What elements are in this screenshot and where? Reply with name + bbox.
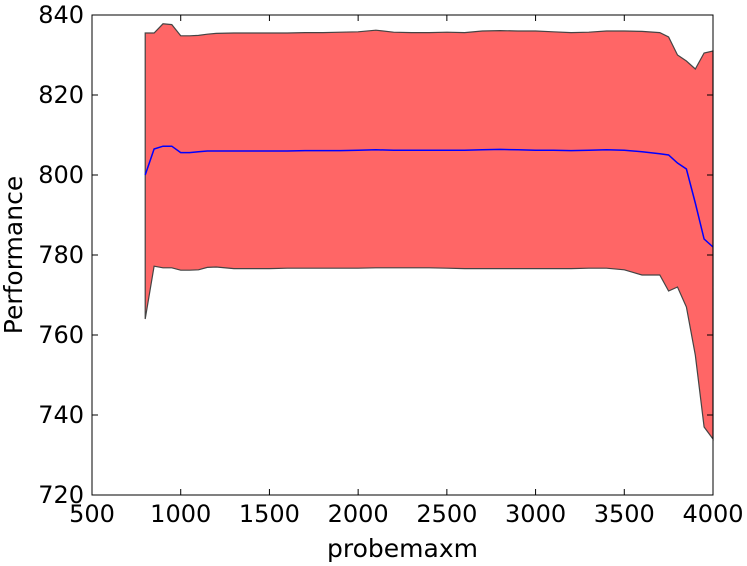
x-axis-label: probemaxm (327, 534, 478, 563)
x-tick-label: 500 (69, 500, 115, 528)
x-tick-label: 1500 (239, 500, 300, 528)
y-tick-label: 740 (38, 401, 84, 429)
x-tick-label: 3500 (594, 500, 655, 528)
x-tick-label: 4000 (682, 500, 743, 528)
y-tick-label: 720 (38, 481, 84, 509)
axes: 500 1000 1500 2000 2500 3000 3500 4000 720 740 760… (38, 1, 743, 528)
x-tick-label: 1000 (150, 500, 211, 528)
y-tick-label: 840 (38, 1, 84, 29)
std-band (144, 23, 714, 441)
x-tick-label: 2000 (328, 500, 389, 528)
y-tick-label: 820 (38, 81, 84, 109)
y-tick-label: 760 (38, 321, 84, 349)
y-tick-label: 800 (38, 161, 84, 189)
mean-line (144, 145, 714, 248)
y-axis-label: Performance (0, 176, 28, 334)
plot-area (144, 23, 714, 441)
x-tick-label: 3000 (505, 500, 566, 528)
x-tick-label: 2500 (416, 500, 477, 528)
y-tick-label: 780 (38, 241, 84, 269)
